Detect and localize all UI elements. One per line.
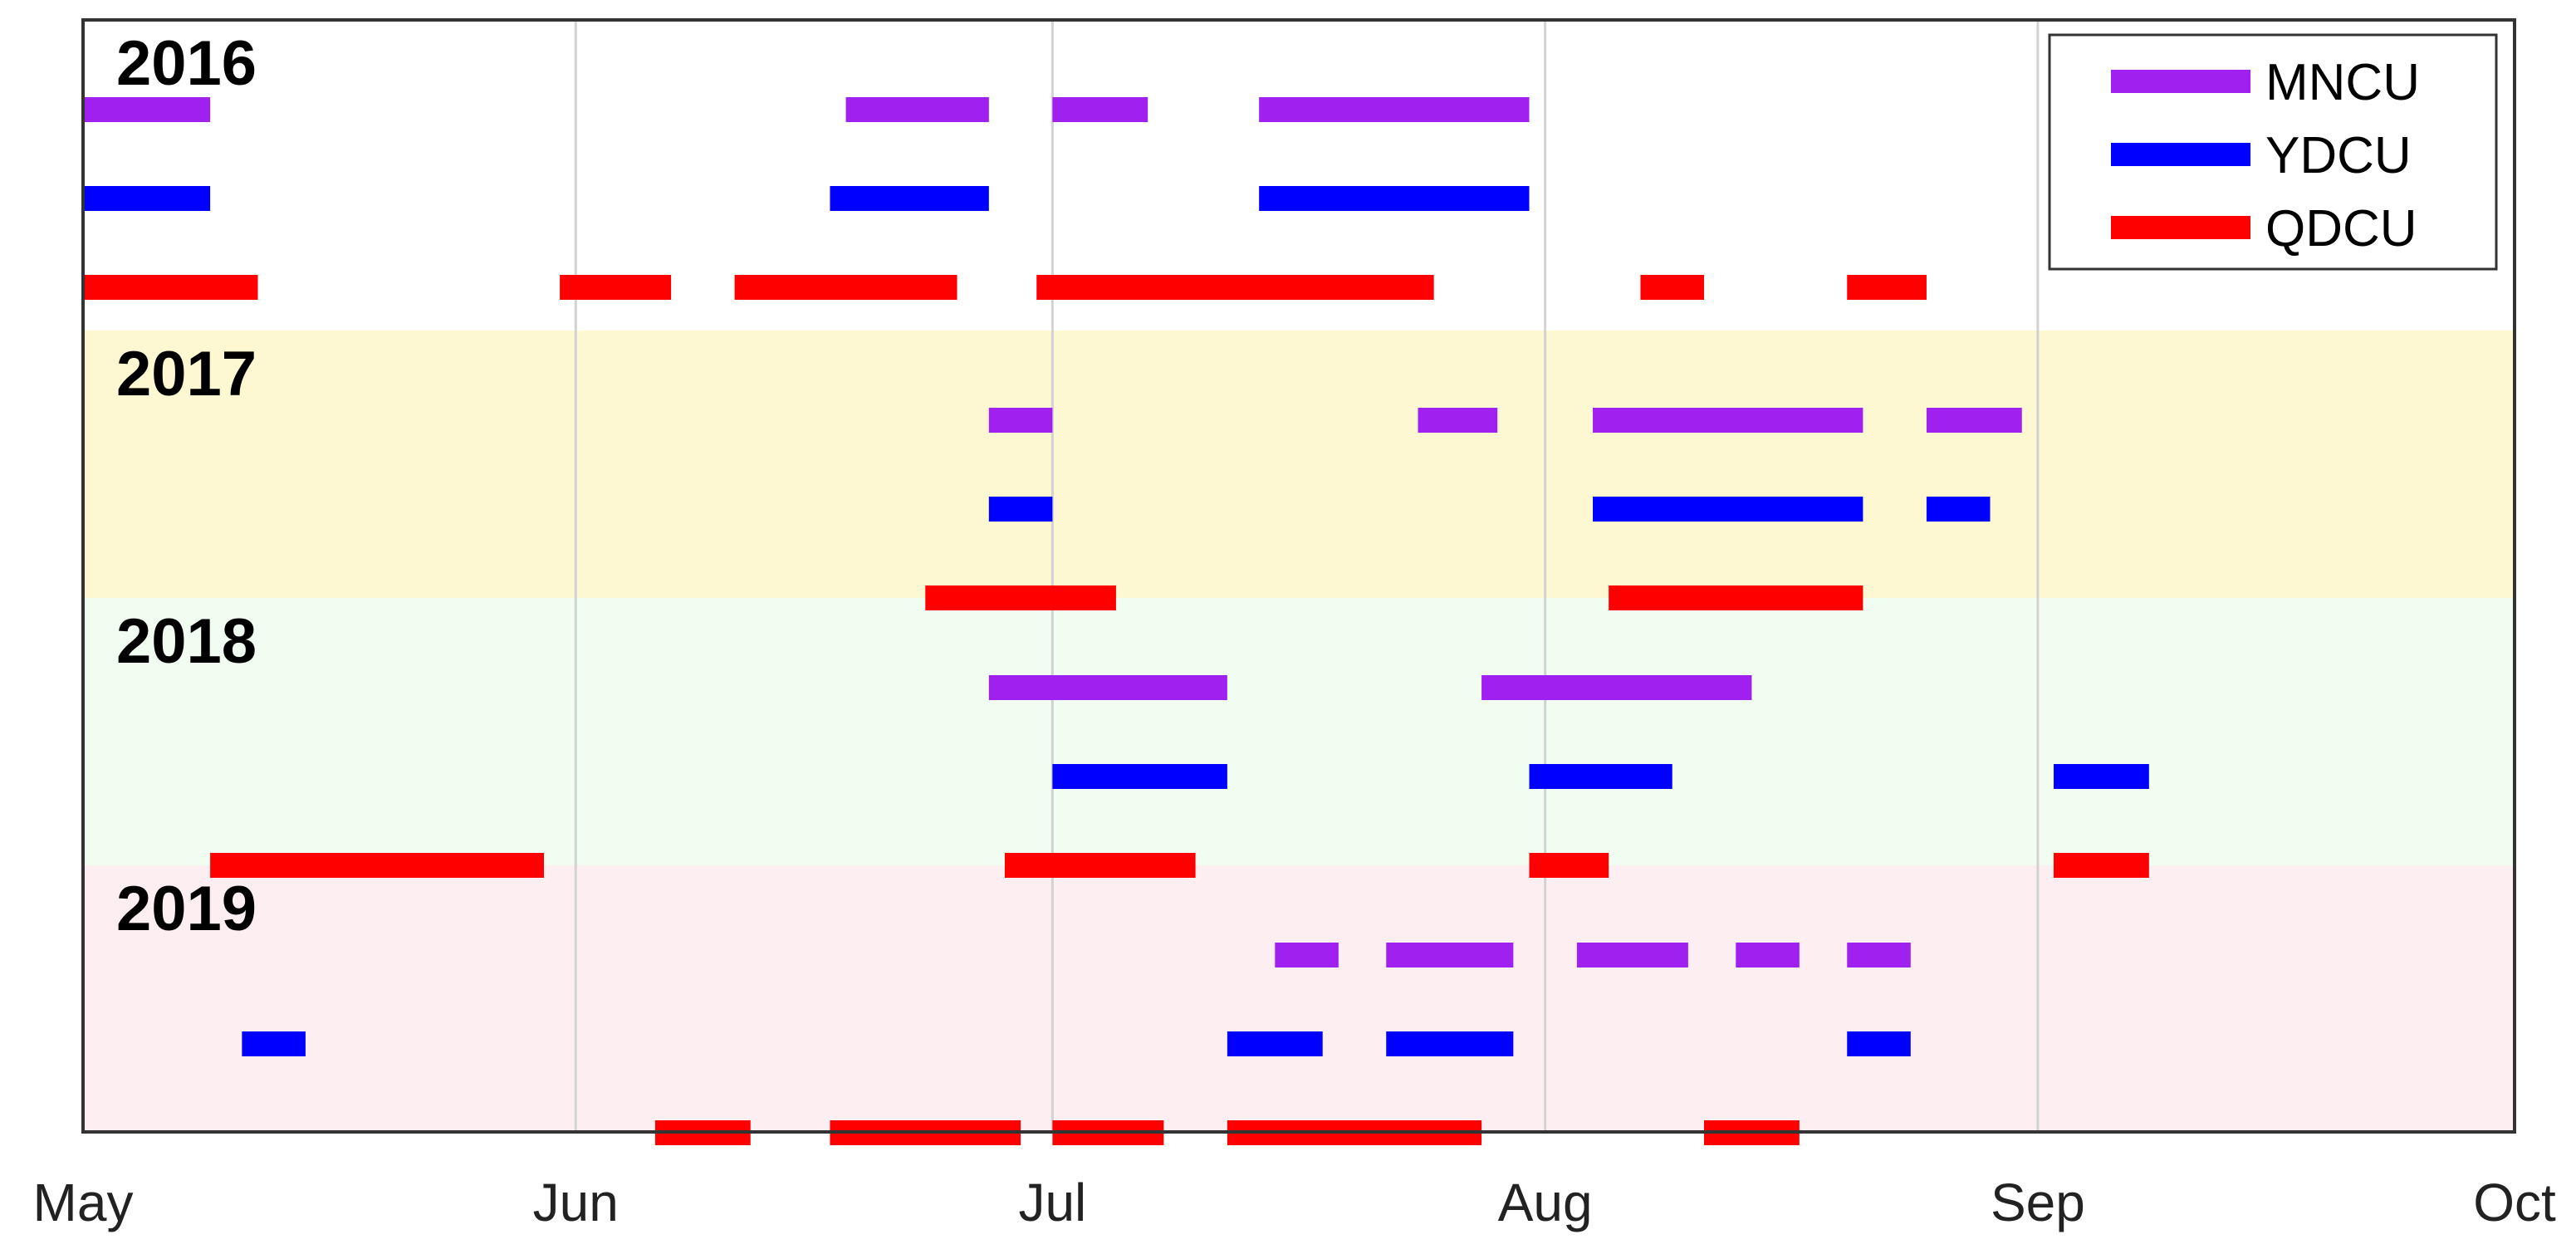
x-tick-label: Jul [1018, 1173, 1086, 1232]
bar-2016-qdcu [1036, 275, 1434, 300]
year-label-2018: 2018 [116, 606, 257, 677]
x-tick-label: May [33, 1173, 134, 1232]
bar-2018-mncu [1481, 675, 1752, 700]
legend-label-ydcu: YDCU [2265, 127, 2412, 184]
bar-2018-qdcu [1004, 853, 1196, 878]
bar-2017-mncu [1593, 408, 1863, 433]
bar-2016-mncu [845, 97, 989, 122]
bar-2018-ydcu [2054, 764, 2149, 789]
vertical-gridlines [574, 20, 2040, 1132]
panel-bg-2017 [83, 331, 2515, 598]
x-tick-label: Jun [533, 1173, 619, 1232]
bar-2016-mncu [1052, 97, 1148, 122]
bar-2018-qdcu [1529, 853, 1609, 878]
bar-2019-mncu [1386, 943, 1514, 967]
bar-2018-ydcu [1529, 764, 1672, 789]
bar-2017-ydcu [988, 497, 1053, 522]
legend-swatch-mncu [2111, 70, 2250, 93]
bar-2019-ydcu [1227, 1031, 1323, 1056]
x-tick-label: Sep [1991, 1173, 2085, 1232]
bar-2019-ydcu [1847, 1031, 1911, 1056]
plot-frame [81, 18, 2516, 1134]
bar-2017-mncu [1926, 408, 2022, 433]
legend-label-mncu: MNCU [2265, 54, 2420, 111]
bar-2017-mncu [1418, 408, 1498, 433]
bar-2016-mncu [83, 97, 211, 122]
bar-2019-mncu [1576, 943, 1688, 967]
bar-2016-qdcu [734, 275, 957, 300]
bar-2018-mncu [988, 675, 1227, 700]
bar-2016-qdcu [1640, 275, 1704, 300]
year-label-2019: 2019 [116, 874, 257, 944]
x-axis-tick-labels: May Jun Jul Aug Sep Oct [33, 1173, 2556, 1232]
bar-2016-ydcu [830, 186, 989, 211]
bar-2019-mncu [1847, 943, 1911, 967]
panel-bg-2019 [83, 865, 2515, 1132]
bar-2017-mncu [988, 408, 1053, 433]
bar-2016-ydcu [83, 186, 211, 211]
panel-bg-2018 [83, 598, 2515, 865]
legend-swatch-qdcu [2111, 216, 2250, 239]
x-tick-label: Aug [1498, 1173, 1593, 1232]
bar-2019-ydcu [242, 1031, 306, 1056]
bar-2019-mncu [1275, 943, 1339, 967]
bar-2017-ydcu [1926, 497, 1991, 522]
bar-2016-ydcu [1259, 186, 1530, 211]
x-tick-label: Oct [2473, 1173, 2556, 1232]
bar-2016-qdcu [560, 275, 672, 300]
bar-2018-qdcu [210, 853, 544, 878]
bar-2016-mncu [1259, 97, 1530, 122]
bar-2017-ydcu [1593, 497, 1863, 522]
bar-2016-qdcu [1847, 275, 1927, 300]
legend: MNCU YDCU QDCU [2048, 33, 2498, 271]
bar-2019-mncu [1736, 943, 1800, 967]
bar-2019-ydcu [1386, 1031, 1514, 1056]
year-label-2016: 2016 [116, 28, 257, 99]
bar-2017-qdcu [925, 585, 1116, 610]
bar-2017-qdcu [1609, 585, 1863, 610]
legend-label-qdcu: QDCU [2265, 200, 2417, 257]
bar-2018-ydcu [1052, 764, 1227, 789]
bar-2016-qdcu [83, 275, 258, 300]
bar-2018-qdcu [2054, 853, 2149, 878]
year-label-2017: 2017 [116, 339, 257, 409]
year-labels: 2016 2017 2018 2019 [116, 28, 257, 944]
legend-swatch-ydcu [2111, 143, 2250, 166]
